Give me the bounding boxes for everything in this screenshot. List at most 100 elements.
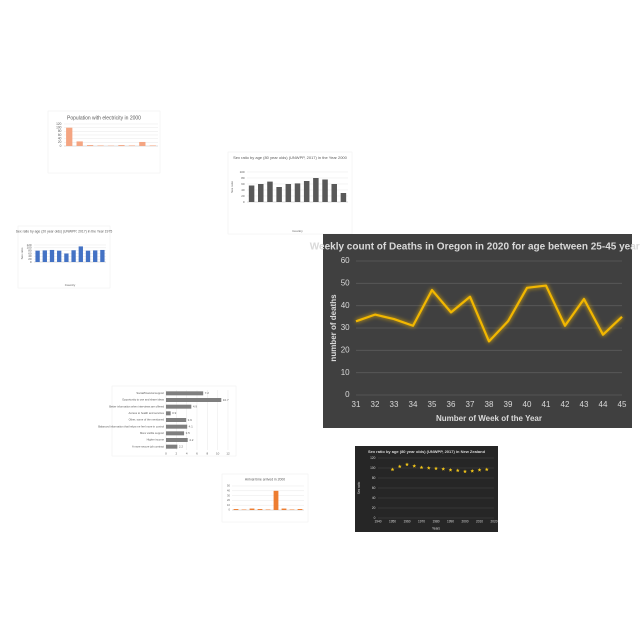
- chart-background: [221, 473, 309, 523]
- y-tick-label: 100: [370, 466, 376, 470]
- point: [434, 466, 438, 471]
- y-tick-label: 100: [240, 170, 245, 174]
- x-tick-label: 38: [485, 400, 494, 409]
- bar: [166, 444, 178, 449]
- y-tick-label: 20: [28, 257, 32, 261]
- bar: [49, 249, 55, 262]
- y-tick-label: 0: [60, 144, 62, 148]
- x-tick-label: 34: [409, 400, 418, 409]
- x-tick-label: 41: [542, 400, 551, 409]
- y-axis-label: number of deaths: [329, 294, 338, 362]
- y-tick-label: 50: [341, 278, 350, 287]
- point: [441, 467, 446, 471]
- bar: [248, 185, 255, 202]
- bar: [97, 145, 104, 146]
- value-label: 3.9: [188, 418, 193, 422]
- y-tick-label: 20: [241, 194, 245, 198]
- chart-title: Population with electricity in 2000: [67, 115, 141, 121]
- y-tick-label: Balanced information that helps me feel …: [98, 424, 164, 428]
- chart-title: Sex ratio by age (20 year olds) (UNWPP, …: [16, 229, 113, 233]
- bar: [276, 187, 282, 202]
- value-label: 0.9: [172, 411, 177, 415]
- x-tick-label: 36: [447, 400, 456, 409]
- bar: [322, 179, 328, 202]
- x-tick-label: 10: [216, 451, 220, 455]
- value-label: 2.2: [179, 444, 184, 448]
- x-tick-label: 32: [371, 400, 380, 409]
- x-tick-label: 44: [599, 400, 608, 409]
- value-label: 4.9: [193, 404, 198, 408]
- bar: [166, 424, 188, 429]
- bar: [313, 178, 319, 202]
- y-tick-label: 50: [227, 484, 230, 488]
- chart-background: [355, 446, 498, 532]
- y-tick-label: 80: [241, 176, 245, 180]
- point: [470, 469, 475, 473]
- x-tick-label: 1950: [389, 520, 396, 524]
- y-tick-label: 40: [372, 496, 376, 500]
- y-tick-label: More visible support: [140, 431, 164, 435]
- bar: [303, 181, 310, 202]
- x-axis-label: Country: [65, 283, 76, 287]
- point: [484, 467, 489, 472]
- y-axis-label: Sex ratio: [230, 181, 234, 193]
- point: [448, 468, 453, 472]
- bar: [66, 127, 73, 146]
- x-tick-label: 42: [561, 400, 570, 409]
- y-tick-label: 120: [56, 122, 62, 126]
- bar: [166, 404, 192, 409]
- y-axis-label: Sex ratio: [357, 481, 361, 494]
- value-label: 7.2: [205, 391, 210, 395]
- y-tick-label: 100: [27, 246, 32, 250]
- y-tick-label: 60: [28, 251, 32, 255]
- y-tick-label: Other, some of the mentioned: [129, 418, 165, 422]
- point: [405, 462, 409, 467]
- bar: [166, 411, 171, 416]
- bar: [297, 509, 303, 510]
- bar: [57, 250, 62, 262]
- bar: [86, 145, 94, 146]
- value-label: 4.2: [189, 438, 194, 442]
- x-tick-label: 2000: [461, 520, 468, 524]
- y-tick-label: Social/financial support: [136, 391, 164, 395]
- bar: [76, 141, 83, 146]
- bar: [71, 250, 76, 262]
- x-tick-label: 33: [390, 400, 399, 409]
- point: [419, 465, 424, 470]
- y-tick-label: A more secure job contract: [132, 444, 164, 448]
- bar: [118, 145, 125, 146]
- bar: [93, 250, 98, 262]
- bar: [35, 250, 40, 262]
- x-tick-label: 2020: [490, 520, 497, 524]
- bar: [166, 418, 187, 422]
- y-tick-label: 60: [372, 486, 376, 490]
- y-tick-label: 100: [56, 126, 62, 130]
- chart-title: Weekly count of Deaths in Oregon in 2020…: [310, 242, 640, 253]
- x-tick-label: 31: [352, 400, 361, 409]
- bar: [166, 438, 188, 442]
- bar: [273, 490, 279, 510]
- point: [397, 464, 402, 469]
- bar: [294, 183, 301, 202]
- point: [412, 464, 417, 468]
- x-tick-label: 39: [504, 400, 513, 409]
- x-tick-label: 6: [196, 451, 198, 455]
- x-tick-label: 1980: [432, 520, 439, 524]
- line: [355, 284, 623, 343]
- x-tick-label: 43: [580, 400, 589, 409]
- point: [426, 466, 431, 470]
- y-tick-label: 40: [227, 488, 230, 492]
- y-tick-label: 30: [341, 323, 350, 332]
- bar: [128, 145, 136, 146]
- chart-title: Sex ratio by age (80 year olds) (UNWPP, …: [233, 155, 348, 160]
- y-axis-label: Sex ratio: [20, 247, 24, 259]
- point: [477, 468, 482, 472]
- x-tick-label: 12: [226, 451, 230, 455]
- x-tick-label: 40: [523, 400, 532, 409]
- y-tick-label: 40: [341, 301, 350, 310]
- y-tick-label: 30: [227, 493, 230, 497]
- y-tick-label: 20: [341, 345, 350, 354]
- bar: [285, 184, 292, 202]
- bar: [78, 246, 83, 262]
- y-tick-label: 20: [58, 140, 62, 144]
